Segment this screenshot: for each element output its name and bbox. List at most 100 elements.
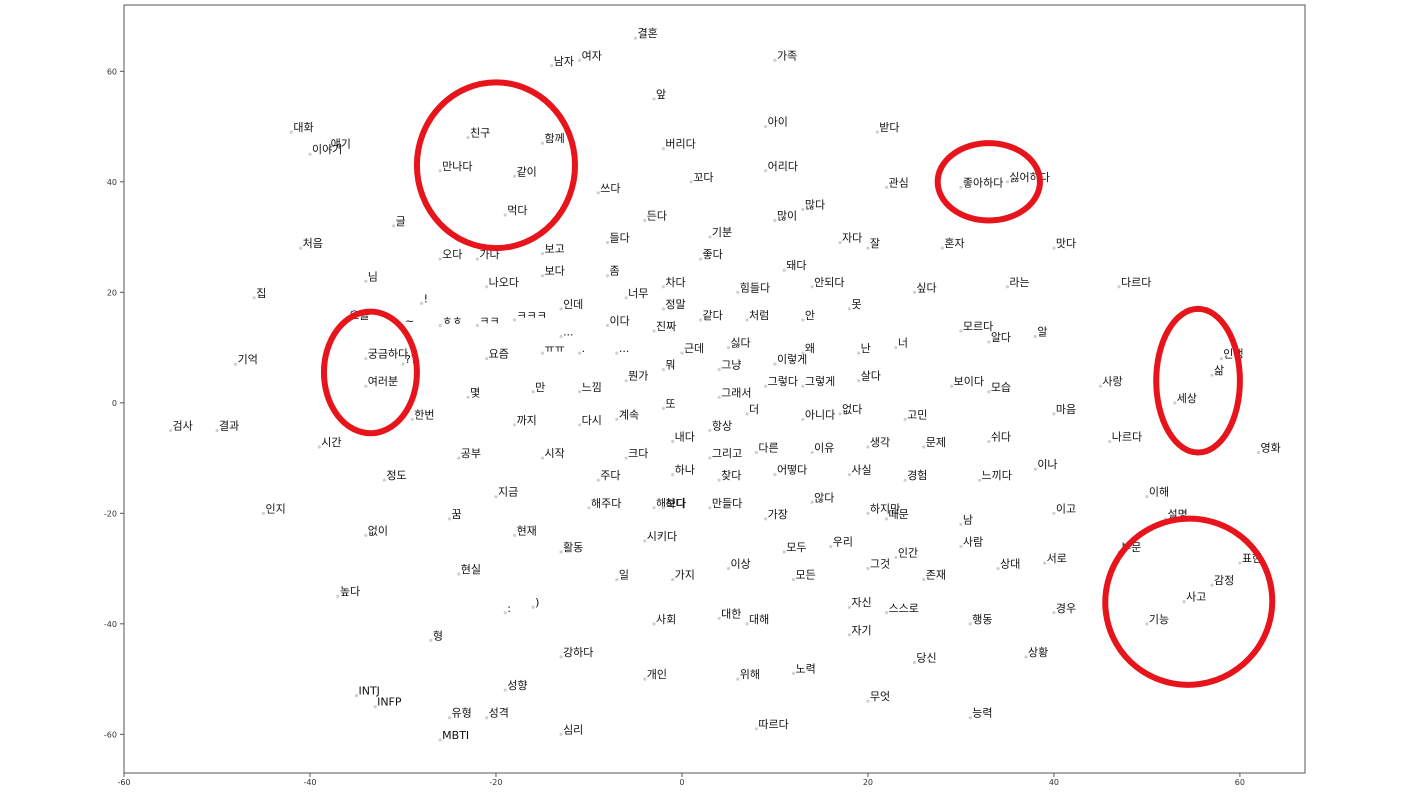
point-marker [596, 478, 600, 482]
point-marker [485, 285, 489, 289]
plot-area-frame [123, 4, 1306, 774]
point-label: 다른 [758, 442, 778, 455]
point-marker [987, 439, 991, 444]
point-marker [773, 218, 777, 223]
point-label: 보다 [544, 265, 564, 278]
point-marker [1145, 495, 1149, 499]
point-label: 혼자 [944, 237, 964, 250]
point-marker [605, 323, 610, 328]
point-label: 먹다 [507, 204, 527, 217]
y-tick-label: -60 [104, 730, 117, 739]
point-label: 개인 [647, 668, 667, 681]
point-marker [1005, 285, 1010, 289]
point-marker [540, 351, 545, 355]
highlight-ellipse-curious [320, 308, 420, 437]
point-marker [1098, 384, 1103, 388]
point-marker [299, 246, 303, 250]
point-marker [643, 539, 647, 543]
point-marker [987, 340, 991, 344]
highlight-ellipse-life-world [1153, 305, 1243, 456]
point-label: INTJ [358, 685, 379, 698]
point-marker [308, 152, 312, 156]
point-label: 상대 [1000, 558, 1020, 571]
point-label: 쓰다 [600, 182, 620, 195]
point-label: 고민 [907, 408, 927, 421]
point-marker [801, 351, 805, 355]
point-marker [1238, 561, 1242, 565]
axis-ticks: -60 -40 -20 0 20 40 60 60 40 20 0 -20 -40 -60 [104, 67, 1245, 787]
point-label: 님 [368, 270, 378, 283]
point-label: 좋아하다 [963, 175, 1003, 189]
point-marker [764, 384, 768, 388]
point-marker [373, 705, 377, 709]
point-marker [884, 517, 889, 521]
point-label: 시간 [321, 436, 341, 449]
point-marker [968, 716, 972, 720]
point-label: ! [424, 292, 428, 305]
point-label: 알 [1037, 325, 1047, 339]
point-marker [615, 351, 619, 355]
point-label: 좋다 [703, 248, 723, 261]
point-label: 검사 [172, 419, 192, 432]
point-label: 이다 [610, 314, 630, 327]
point-marker [764, 517, 768, 521]
point-label: 현재 [517, 524, 537, 537]
point-marker [773, 473, 777, 477]
point-label: 궁금하다 [368, 347, 408, 361]
point-marker [1033, 467, 1037, 471]
point-marker [438, 169, 442, 173]
point-label: 삶 [1214, 364, 1224, 377]
point-marker [671, 578, 675, 582]
point-marker [168, 428, 173, 433]
point-label: 시키다 [647, 530, 677, 543]
point-label: ... [563, 326, 574, 339]
point-label: 성격 [489, 707, 509, 720]
point-marker [866, 699, 870, 703]
x-tick-label: -20 [489, 778, 502, 787]
point-marker [968, 622, 972, 626]
point-label: 만 [535, 381, 545, 394]
point-label: 이상 [730, 558, 750, 571]
point-label: 가지 [675, 569, 695, 582]
point-marker [857, 351, 861, 355]
point-marker [559, 334, 563, 339]
point-marker [503, 611, 507, 615]
point-marker [624, 379, 628, 383]
point-label: 들다 [610, 232, 630, 245]
point-marker [326, 147, 331, 151]
point-marker [838, 240, 842, 245]
point-marker [252, 296, 256, 300]
point-marker [810, 500, 814, 504]
point-marker [578, 351, 582, 355]
x-tick-label: 20 [863, 778, 873, 787]
point-label: 맛다 [1056, 237, 1076, 250]
point-label: 시작 [544, 447, 564, 460]
point-label: 너무 [628, 287, 648, 300]
point-label: 성향 [507, 679, 527, 692]
point-marker [1219, 357, 1223, 361]
point-label: 요즘 [489, 348, 509, 361]
y-tick-label: -40 [104, 620, 117, 629]
point-label: 같이 [517, 165, 537, 178]
point-label: 강하다 [563, 645, 593, 659]
point-marker [643, 677, 647, 681]
point-label: 함께 [544, 132, 564, 145]
point-marker [996, 566, 1000, 571]
point-marker [959, 544, 963, 549]
point-label: 글 [396, 215, 406, 228]
point-label: 영화 [1261, 442, 1281, 455]
point-label: 기억 [238, 353, 258, 366]
point-label: 기능 [1149, 613, 1169, 626]
point-label: 무엇 [870, 690, 890, 703]
point-label: 능력 [972, 707, 992, 720]
point-marker [773, 362, 777, 366]
point-marker [764, 169, 768, 173]
point-marker [364, 533, 368, 538]
point-label: 세상 [1177, 392, 1197, 405]
point-marker [540, 141, 545, 145]
point-marker [698, 257, 703, 261]
point-label: 마음 [1056, 403, 1076, 416]
x-tick-label: 40 [1049, 778, 1059, 787]
point-marker [661, 285, 665, 289]
